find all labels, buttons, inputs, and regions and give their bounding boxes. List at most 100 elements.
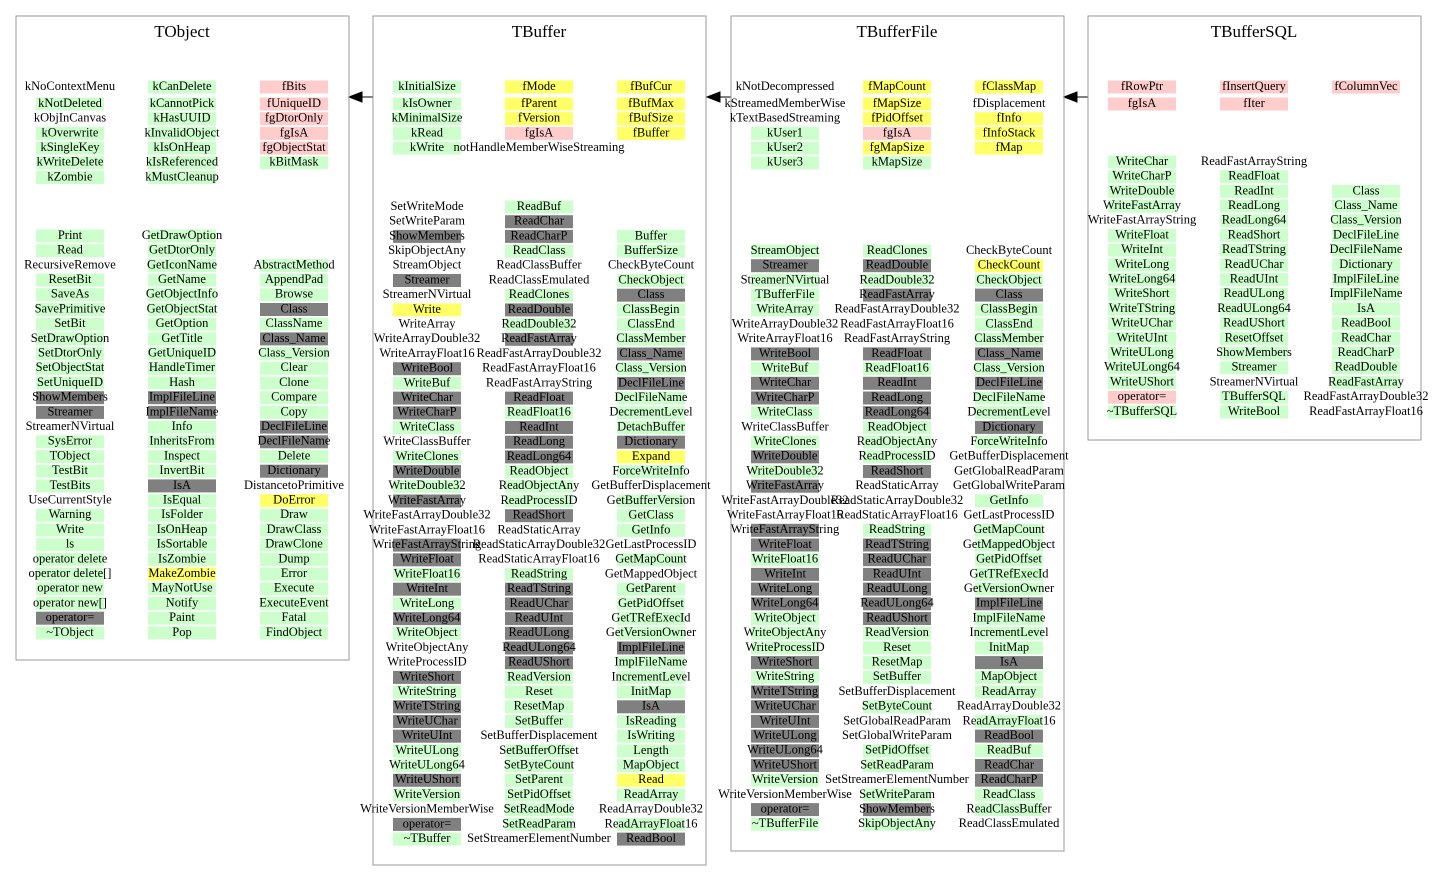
member-cell (617, 347, 685, 361)
member-name: kIsOnHeap (154, 140, 211, 154)
member-name: ReadBool (626, 831, 677, 845)
member-cell (505, 303, 573, 317)
member-cell (1220, 273, 1288, 287)
member-cell (863, 450, 931, 464)
member-name: StreamerNVirtual (741, 272, 830, 286)
member-name: Dictionary (982, 419, 1036, 433)
class-box: TBufferFile kNotDecompressed kStreamedMemb… (718, 15, 1069, 852)
member-cell (260, 126, 328, 140)
member-cell (36, 156, 104, 170)
member-cell (617, 126, 685, 140)
member-name: DecrementLevel (967, 405, 1051, 419)
member-name: Streamer (762, 258, 808, 272)
member-name: fBufSize (629, 111, 674, 125)
member-name: WriteUShort (753, 757, 818, 771)
member-name: ReadULong64 (1217, 301, 1291, 315)
member-name: ReadArrayDouble32 (599, 802, 703, 816)
member-name: ReadBuf (987, 743, 1032, 757)
member-name: ReadDouble (866, 258, 929, 272)
class-frame (372, 15, 707, 866)
member-cell (751, 612, 819, 625)
member-name: WriteULong64 (747, 743, 824, 757)
member-name: ~TBufferFile (752, 816, 819, 830)
member-cell (505, 215, 573, 229)
member-name: Streamer (404, 272, 450, 286)
member-name: ReadClassBuffer (496, 258, 582, 272)
member-name: ReadArrayFloat16 (962, 713, 1055, 727)
member-cell (975, 391, 1043, 405)
member-name: Write (56, 522, 84, 536)
member-cell (617, 362, 685, 376)
member-cell (260, 538, 328, 552)
member-cell (505, 318, 573, 332)
member-name: WriteUShort (1110, 374, 1175, 388)
member-name: IsFolder (161, 507, 204, 521)
member-name: GetDrawOption (142, 228, 223, 242)
member-name: GetIconName (147, 257, 218, 271)
member-name: ShowMembers (859, 801, 935, 815)
member-cell (975, 641, 1043, 655)
member-name: WriteDouble32 (388, 478, 465, 492)
member-name: kBitMask (269, 155, 319, 169)
arrow-head (705, 91, 721, 103)
member-name: Class_Version (973, 360, 1045, 374)
member-cell (863, 597, 931, 611)
member-name: Reset (525, 684, 553, 698)
member-name: SetBufferOffset (499, 743, 579, 757)
member-cell (36, 391, 104, 405)
member-name: WriteBuf (762, 360, 810, 374)
member-name: kMustCleanup (145, 169, 219, 183)
member-cell (260, 464, 328, 478)
member-cell (505, 817, 573, 831)
member-name: StreamObject (393, 258, 462, 272)
member-name: fgObjectStat (262, 140, 326, 154)
member-name: IsWriting (627, 728, 675, 742)
member-name: ReadFastArray (1328, 374, 1404, 388)
member-name: ReadObject (509, 463, 569, 477)
member-cell (1108, 184, 1176, 198)
member-name: ReadFastArrayFloat16 (840, 316, 954, 330)
member-cell (975, 494, 1043, 508)
member-cell (36, 464, 104, 478)
member-name: kIsReferenced (146, 155, 219, 169)
member-name: GetObjectInfo (146, 287, 218, 301)
member-cell (1332, 376, 1400, 389)
member-name: MayNotUse (151, 581, 213, 595)
member-name: ClassMember (974, 331, 1044, 345)
member-cell (617, 80, 685, 94)
member-name: operator new[] (33, 595, 107, 609)
member-name: ExecuteEvent (259, 595, 329, 609)
member-name: GetGlobalWriteParam (953, 478, 1065, 492)
member-cell (393, 553, 461, 567)
member-cell (393, 229, 461, 243)
member-cell (751, 567, 819, 581)
member-name: ReadCharP (511, 228, 568, 242)
member-name: ReadUInt (515, 610, 564, 624)
member-cell (393, 494, 461, 508)
member-cell (393, 626, 461, 640)
member-cell (148, 376, 216, 390)
member-cell (617, 788, 685, 802)
member-name: AppendPad (265, 272, 324, 286)
class-title: TObject (154, 22, 210, 41)
member-name: WriteFloat (400, 552, 454, 566)
member-name: StreamerNVirtual (26, 419, 115, 433)
member-name: ReadBool (1341, 316, 1392, 330)
member-cell (505, 700, 573, 714)
member-name: GetInfo (632, 522, 671, 536)
member-cell (863, 567, 931, 581)
class-box: TBufferSQL fRowPtr fgIsA fInsertQuery fIter f… (1087, 15, 1428, 441)
member-name: IsReading (626, 713, 677, 727)
member-cell (617, 832, 685, 846)
member-name: MakeZombie (148, 566, 216, 580)
member-name: WriteClones (754, 434, 817, 448)
member-name: WriteString (398, 684, 457, 698)
member-name: WriteChar (759, 375, 812, 389)
member-cell (505, 288, 573, 302)
member-cell (1108, 97, 1176, 111)
member-cell (36, 567, 104, 581)
member-cell (751, 259, 819, 273)
member-name: WriteClass (399, 419, 454, 433)
member-name: ImplFileLine (149, 390, 215, 404)
